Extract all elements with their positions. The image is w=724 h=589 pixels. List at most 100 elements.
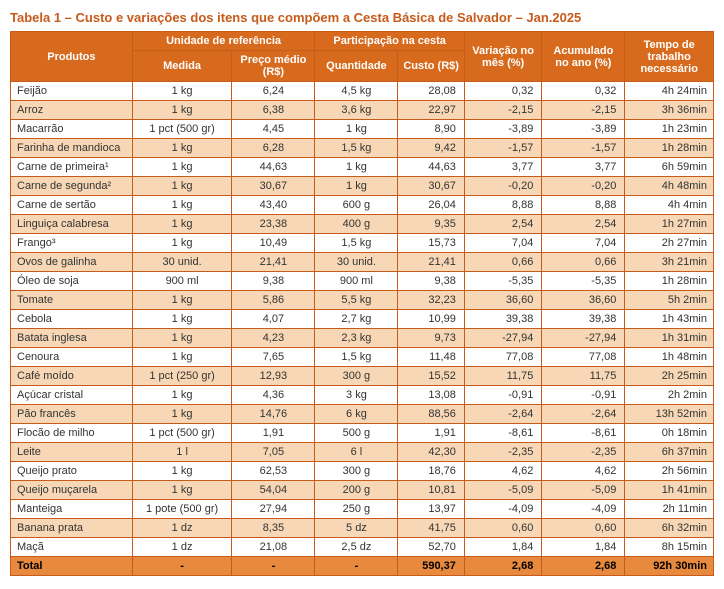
cell-custo: 9,35 xyxy=(398,215,464,234)
cell-vm: -2,64 xyxy=(464,405,541,424)
th-acum-ano: Acumulado no ano (%) xyxy=(542,32,625,82)
cell-qtd: 3 kg xyxy=(315,386,398,405)
cell-med: 1 kg xyxy=(132,82,232,101)
th-preco: Preço médio (R$) xyxy=(232,51,315,82)
cell-custo: 52,70 xyxy=(398,538,464,557)
cell-prod: Ovos de galinha xyxy=(11,253,133,272)
cell-tempo: 1h 27min xyxy=(625,215,714,234)
cell-preco: 8,35 xyxy=(232,519,315,538)
cell-vm: 36,60 xyxy=(464,291,541,310)
cell-custo: 9,73 xyxy=(398,329,464,348)
cell-preco: 62,53 xyxy=(232,462,315,481)
cell-qtd: 1 kg xyxy=(315,177,398,196)
table-row: Frango³1 kg10,491,5 kg15,737,047,042h 27… xyxy=(11,234,714,253)
cell-custo: 30,67 xyxy=(398,177,464,196)
cell-vy: 0,60 xyxy=(542,519,625,538)
cell-vy: 0,66 xyxy=(542,253,625,272)
cell-prod: Arroz xyxy=(11,101,133,120)
cell-vm: -1,57 xyxy=(464,139,541,158)
cell-vm: -27,94 xyxy=(464,329,541,348)
cell-med: 1 dz xyxy=(132,519,232,538)
table-row: Queijo muçarela1 kg54,04200 g10,81-5,09-… xyxy=(11,481,714,500)
cell-qtd: 30 unid. xyxy=(315,253,398,272)
cell-vy: 36,60 xyxy=(542,291,625,310)
cell-tempo: 4h 4min xyxy=(625,196,714,215)
cell-custo: 13,08 xyxy=(398,386,464,405)
cell-prod: Café moído xyxy=(11,367,133,386)
cell-qtd: 1 kg xyxy=(315,158,398,177)
cell-vm: -0,20 xyxy=(464,177,541,196)
cell-vm: -2,15 xyxy=(464,101,541,120)
cell-tempo: 13h 52min xyxy=(625,405,714,424)
cell-tempo: 6h 37min xyxy=(625,443,714,462)
cell-vm: -5,35 xyxy=(464,272,541,291)
cell-vy: -3,89 xyxy=(542,120,625,139)
cell-vm: -4,09 xyxy=(464,500,541,519)
cell-med: 1 kg xyxy=(132,139,232,158)
cell-preco: 4,23 xyxy=(232,329,315,348)
table-row: Óleo de soja900 ml9,38900 ml9,38-5,35-5,… xyxy=(11,272,714,291)
table-row: Carne de primeira¹1 kg44,631 kg44,633,77… xyxy=(11,158,714,177)
cell-custo: 22,97 xyxy=(398,101,464,120)
cell-custo: 18,76 xyxy=(398,462,464,481)
th-participacao: Participação na cesta xyxy=(315,32,464,51)
cell-qtd: 5 dz xyxy=(315,519,398,538)
cell-preco: 23,38 xyxy=(232,215,315,234)
cell-qtd: 4,5 kg xyxy=(315,82,398,101)
cell-vy: 2,54 xyxy=(542,215,625,234)
cell-qtd: 2,7 kg xyxy=(315,310,398,329)
cell-custo: 13,97 xyxy=(398,500,464,519)
cell-prod: Linguiça calabresa xyxy=(11,215,133,234)
cell-tempo: 5h 2min xyxy=(625,291,714,310)
table-title: Tabela 1 – Custo e variações dos itens q… xyxy=(10,10,714,25)
cell-vm: 4,62 xyxy=(464,462,541,481)
cell-custo: 28,08 xyxy=(398,82,464,101)
cell-custo: 1,91 xyxy=(398,424,464,443)
cell-custo: 26,04 xyxy=(398,196,464,215)
cell-vy: 77,08 xyxy=(542,348,625,367)
cell-custo: 21,41 xyxy=(398,253,464,272)
cell-custo: 32,23 xyxy=(398,291,464,310)
total-cell-custo: 590,37 xyxy=(398,557,464,576)
cell-tempo: 1h 23min xyxy=(625,120,714,139)
table-row: Linguiça calabresa1 kg23,38400 g9,352,54… xyxy=(11,215,714,234)
cell-vy: 11,75 xyxy=(542,367,625,386)
cell-preco: 5,86 xyxy=(232,291,315,310)
cell-prod: Cenoura xyxy=(11,348,133,367)
cell-vy: 4,62 xyxy=(542,462,625,481)
table-row: Flocão de milho1 pct (500 gr)1,91500 g1,… xyxy=(11,424,714,443)
cell-prod: Carne de segunda² xyxy=(11,177,133,196)
cell-prod: Pão francês xyxy=(11,405,133,424)
cell-preco: 4,36 xyxy=(232,386,315,405)
cell-qtd: 600 g xyxy=(315,196,398,215)
cell-preco: 9,38 xyxy=(232,272,315,291)
cell-custo: 11,48 xyxy=(398,348,464,367)
cell-preco: 4,45 xyxy=(232,120,315,139)
cell-vm: -3,89 xyxy=(464,120,541,139)
cell-qtd: 200 g xyxy=(315,481,398,500)
cell-qtd: 6 kg xyxy=(315,405,398,424)
cell-vy: -5,35 xyxy=(542,272,625,291)
cell-vm: 11,75 xyxy=(464,367,541,386)
total-cell-prod: Total xyxy=(11,557,133,576)
cell-vy: 1,84 xyxy=(542,538,625,557)
cell-qtd: 400 g xyxy=(315,215,398,234)
cell-qtd: 900 ml xyxy=(315,272,398,291)
cell-preco: 27,94 xyxy=(232,500,315,519)
table-row: Feijão1 kg6,244,5 kg28,080,320,324h 24mi… xyxy=(11,82,714,101)
cell-vy: -5,09 xyxy=(542,481,625,500)
cell-qtd: 1 kg xyxy=(315,120,398,139)
cell-custo: 8,90 xyxy=(398,120,464,139)
th-var-mes: Variação no mês (%) xyxy=(464,32,541,82)
cell-qtd: 2,5 dz xyxy=(315,538,398,557)
cell-vy: 7,04 xyxy=(542,234,625,253)
cell-vy: -27,94 xyxy=(542,329,625,348)
cell-tempo: 2h 27min xyxy=(625,234,714,253)
cell-preco: 6,24 xyxy=(232,82,315,101)
cell-preco: 12,93 xyxy=(232,367,315,386)
total-cell-vm: 2,68 xyxy=(464,557,541,576)
th-produtos: Produtos xyxy=(11,32,133,82)
cell-med: 1 kg xyxy=(132,158,232,177)
cell-vy: 0,32 xyxy=(542,82,625,101)
cell-prod: Manteiga xyxy=(11,500,133,519)
